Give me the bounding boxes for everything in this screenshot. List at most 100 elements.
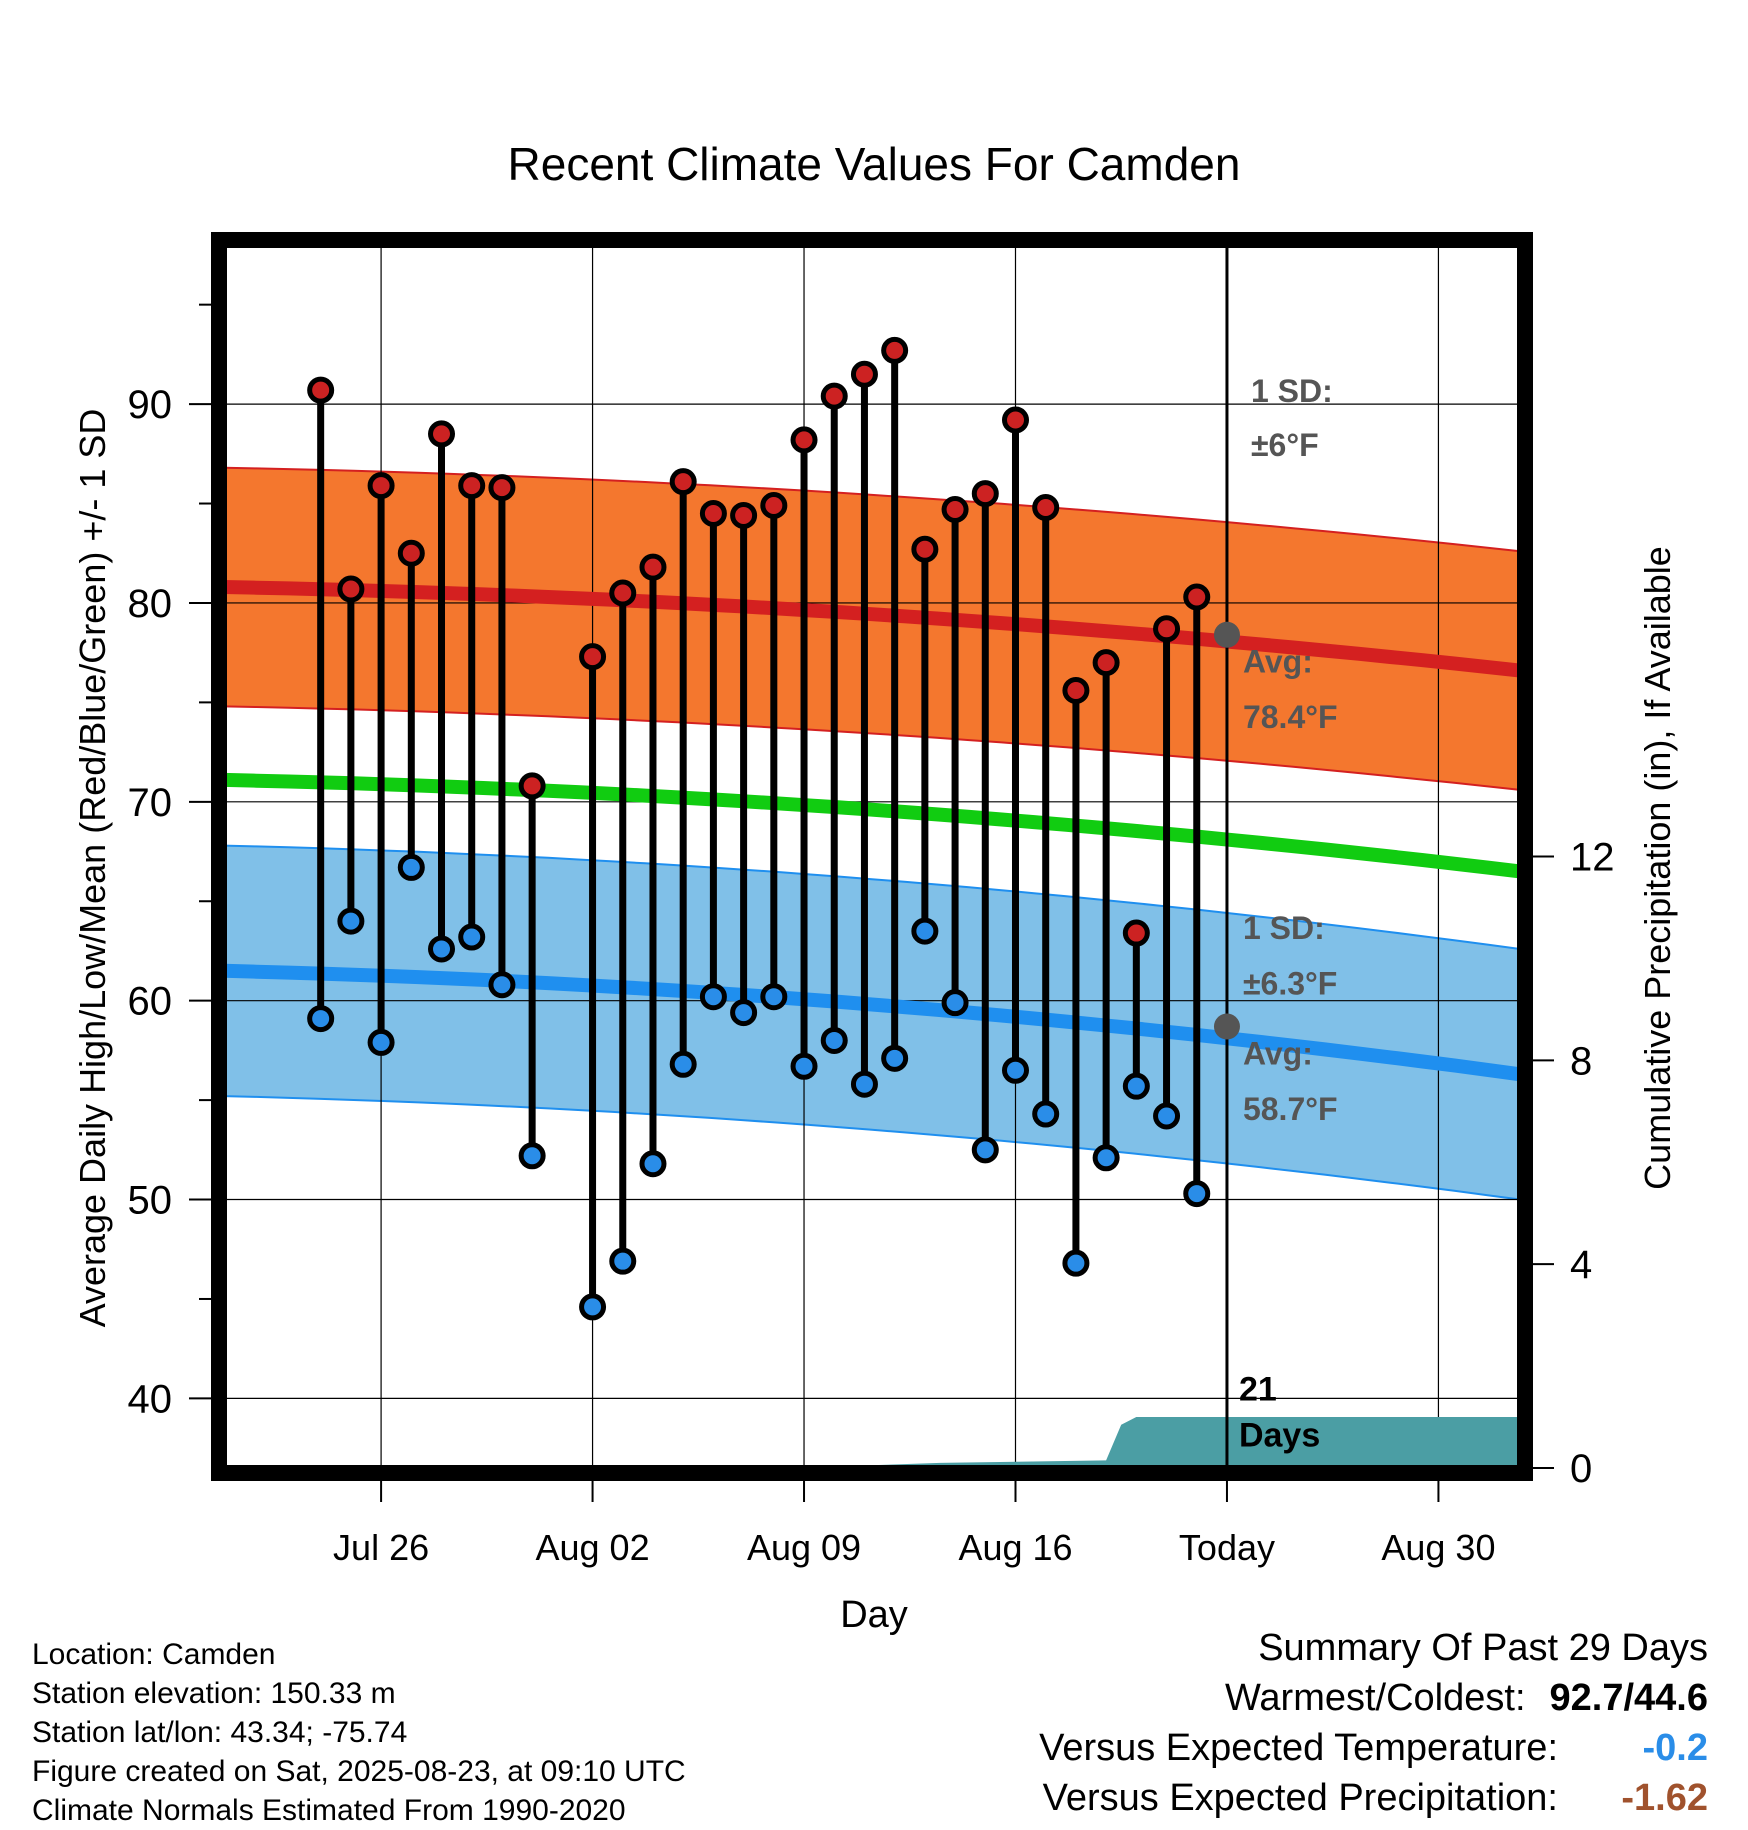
low-temp-point [579, 1293, 607, 1321]
high-temp-point [941, 495, 969, 523]
low-sd-lower-edge [223, 1095, 1521, 1201]
plot-frame [211, 232, 1533, 1481]
low-temp-point [911, 917, 939, 945]
y-axis-label: Average Daily High/Low/Mean (Red/Blue/Gr… [72, 409, 113, 1328]
temp-label: Versus Expected Temperature: [1039, 1727, 1558, 1769]
high-temp-point [1153, 615, 1181, 643]
high-temp-point [1062, 676, 1090, 704]
high-sd-band [224, 467, 1520, 790]
high-temp-point [579, 643, 607, 671]
location-text: Location: Camden [32, 1638, 276, 1671]
high-temp-point [1122, 919, 1150, 947]
low-temp-point [488, 971, 516, 999]
high-avg-value: 78.4°F [1243, 699, 1338, 735]
high-temp-point [428, 420, 456, 448]
latlon-text: Station lat/lon: 43.34; -75.74 [32, 1716, 408, 1749]
low-temp-point [760, 983, 788, 1011]
high-temp-point [971, 480, 999, 508]
precip-value: -1.62 [1621, 1777, 1708, 1819]
y-tick-label: 80 [128, 582, 173, 626]
summary-precip: Versus Expected Precipitation: -1.62 [1039, 1773, 1708, 1823]
y-tick-label: 60 [128, 980, 173, 1024]
high-temp-point [911, 535, 939, 563]
station-info: Location: Camden Station elevation: 150.… [32, 1635, 686, 1830]
low-temp-point [790, 1052, 818, 1080]
low-sd-value: ±6.3°F [1243, 966, 1337, 1002]
summary-panel: Summary Of Past 29 Days Warmest/Coldest:… [1039, 1623, 1708, 1823]
low-temp-point [881, 1044, 909, 1072]
low-sd-label: 1 SD: [1243, 910, 1325, 946]
x-tick-label: Aug 30 [1381, 1527, 1495, 1568]
low-sd-band [224, 845, 1520, 1200]
low-temp-point [730, 999, 758, 1027]
y2-tick-label: 0 [1570, 1447, 1592, 1491]
low-temp-point [367, 1028, 395, 1056]
low-temp-point [1062, 1249, 1090, 1277]
high-temp-point [458, 472, 486, 500]
low-avg-value: 58.7°F [1243, 1091, 1338, 1127]
y2-tick-label: 12 [1570, 836, 1615, 880]
x-tick-label: Today [1179, 1527, 1275, 1568]
y-tick-label: 50 [128, 1179, 173, 1223]
low-temp-point [428, 935, 456, 963]
low-temp-point [850, 1070, 878, 1098]
warm-cold-value: 92.7/44.6 [1549, 1677, 1708, 1719]
high-sd-value: ±6°F [1251, 427, 1319, 463]
precip-area [788, 1417, 1520, 1468]
high-temp-point [307, 376, 335, 404]
normals-text: Climate Normals Estimated From 1990-2020 [32, 1794, 626, 1827]
high-temp-point [1183, 583, 1211, 611]
high-sd-label: 1 SD: [1251, 373, 1333, 409]
low-temp-point [337, 907, 365, 935]
chart-title: Recent Climate Values For Camden [508, 138, 1241, 190]
high-temp-point [760, 492, 788, 520]
high-temp-point [881, 336, 909, 364]
x-tick-label: Aug 02 [536, 1527, 650, 1568]
temp-value: -0.2 [1642, 1727, 1708, 1769]
x-tick-label: Aug 16 [958, 1527, 1072, 1568]
low-temp-point [609, 1247, 637, 1275]
y-tick-label: 70 [128, 781, 173, 825]
low-temp-point [307, 1005, 335, 1033]
high-temp-point [820, 382, 848, 410]
x-tick-label: Jul 26 [333, 1527, 429, 1568]
low-temp-point [458, 923, 486, 951]
high-temp-point [1032, 493, 1060, 521]
low-temp-point [669, 1050, 697, 1078]
precip-label: Versus Expected Precipitation: [1042, 1777, 1558, 1819]
x-axis-label: Day [840, 1594, 908, 1636]
elevation-text: Station elevation: 150.33 m [32, 1677, 396, 1710]
summary-warm-cold: Warmest/Coldest: 92.7/44.6 [1039, 1673, 1708, 1723]
high-avg-label: Avg: [1243, 644, 1313, 680]
low-temp-point [1153, 1102, 1181, 1130]
low-temp-point [1092, 1144, 1120, 1172]
today-days-annotation: Days [1239, 1416, 1320, 1454]
high-temp-point [488, 474, 516, 502]
created-text: Figure created on Sat, 2025-08-23, at 09… [32, 1755, 686, 1788]
low-temp-point [699, 983, 727, 1011]
summary-title: Summary Of Past 29 Days [1258, 1627, 1708, 1669]
y2-tick-label: 4 [1570, 1243, 1592, 1287]
low-temp-point [1122, 1072, 1150, 1100]
high-temp-point [639, 553, 667, 581]
low-temp-point [1032, 1100, 1060, 1128]
high-temp-point [1092, 649, 1120, 677]
high-temp-point [518, 772, 546, 800]
high-temp-point [609, 579, 637, 607]
low-temp-point [941, 989, 969, 1017]
low-temp-point [518, 1142, 546, 1170]
low-temp-point [820, 1026, 848, 1054]
y2-tick-label: 8 [1570, 1039, 1592, 1083]
y-tick-label: 40 [128, 1377, 173, 1421]
warm-cold-label: Warmest/Coldest: [1224, 1677, 1526, 1719]
high-temp-point [367, 472, 395, 500]
high-temp-point [790, 426, 818, 454]
high-temp-point [850, 360, 878, 388]
high-avg-today-marker [1213, 621, 1240, 648]
low-temp-point [1183, 1180, 1211, 1208]
summary-temp: Versus Expected Temperature: -0.2 [1039, 1723, 1708, 1773]
low-avg-today-marker [1213, 1013, 1240, 1040]
y2-axis-label: Cumulative Precipitation (in), If Availa… [1637, 546, 1678, 1190]
x-tick-label: Aug 09 [747, 1527, 861, 1568]
